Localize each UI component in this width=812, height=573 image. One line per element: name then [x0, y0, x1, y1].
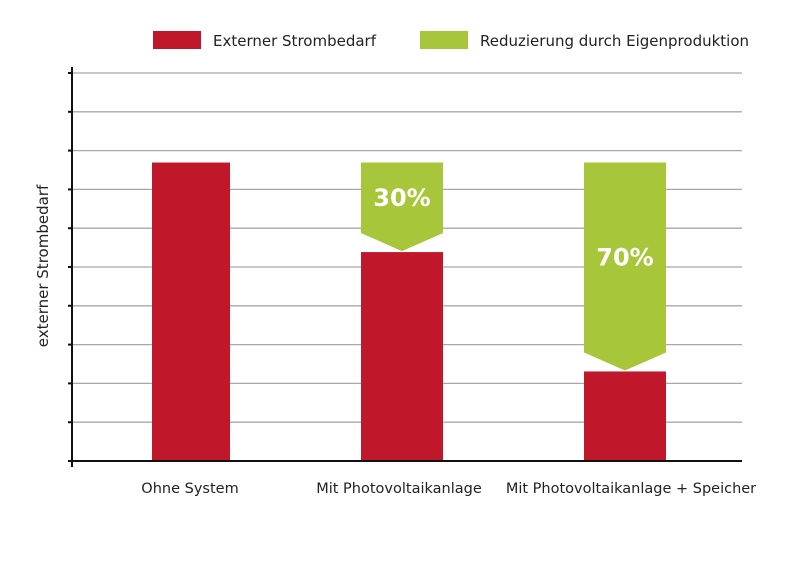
axes	[68, 67, 742, 467]
reduction-arrows	[361, 162, 666, 371]
legend-label-externer-strombedarf: Externer Strombedarf	[213, 32, 377, 50]
reduction-label: 70%	[596, 244, 653, 272]
legend: Externer Strombedarf Reduzierung durch E…	[153, 31, 749, 50]
reduction-label: 30%	[373, 184, 430, 212]
x-tick-labels: Ohne System Mit Photovoltaikanlage Mit P…	[141, 481, 756, 497]
bar-reduzierung	[361, 162, 443, 252]
bar-reduzierung	[584, 162, 666, 371]
bars	[152, 162, 666, 462]
bar-externer-strombedarf	[152, 162, 230, 462]
reduction-labels: 30% 70%	[373, 184, 653, 272]
bar-externer-strombedarf	[361, 252, 443, 461]
x-tick-label: Mit Photovoltaikanlage + Speicher	[506, 481, 756, 497]
bar-externer-strombedarf	[584, 371, 666, 461]
legend-swatch-reduzierung	[420, 31, 468, 49]
legend-swatch-externer-strombedarf	[153, 31, 201, 49]
y-axis-label: externer Strombedarf	[34, 184, 52, 347]
x-tick-label: Mit Photovoltaikanlage	[316, 481, 482, 497]
legend-label-reduzierung: Reduzierung durch Eigenproduktion	[480, 32, 749, 50]
x-tick-label: Ohne System	[141, 481, 238, 497]
